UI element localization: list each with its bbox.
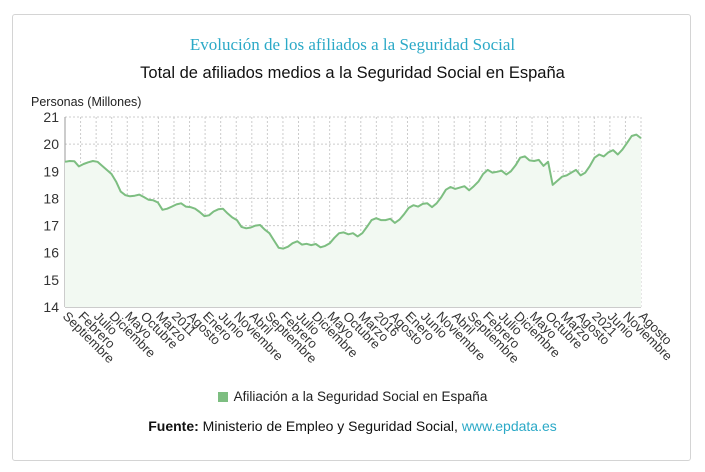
source-line: Fuente: Ministerio de Empleo y Seguridad… [0, 418, 705, 434]
chart-title: Evolución de los afiliados a la Segurida… [189, 35, 516, 54]
legend[interactable]: Afiliación a la Seguridad Social en Espa… [0, 389, 705, 404]
y-tick-label: 18 [43, 190, 59, 206]
y-axis-label: Personas (Millones) [31, 95, 141, 109]
legend-label: Afiliación a la Seguridad Social en Espa… [233, 389, 488, 404]
y-tick-label: 19 [43, 163, 59, 179]
y-tick-label: 20 [43, 136, 59, 152]
source-text: Ministerio de Empleo y Seguridad Social, [198, 418, 462, 434]
legend-swatch [217, 391, 228, 402]
series-line [64, 133, 642, 250]
y-tick-label: 16 [43, 245, 59, 261]
series-area [65, 134, 641, 307]
y-tick-label: 17 [43, 218, 59, 234]
source-link[interactable]: www.epdata.es [461, 418, 557, 434]
y-tick-label: 14 [43, 299, 59, 315]
y-tick-label: 15 [43, 272, 59, 288]
chart-subtitle: Total de afiliados medios a la Seguridad… [140, 64, 565, 82]
y-tick-label: 21 [43, 109, 59, 125]
chart-svg: 1415161718192021SeptiembreFebreroJulioDi… [31, 95, 675, 366]
source-label: Fuente: [148, 418, 199, 434]
